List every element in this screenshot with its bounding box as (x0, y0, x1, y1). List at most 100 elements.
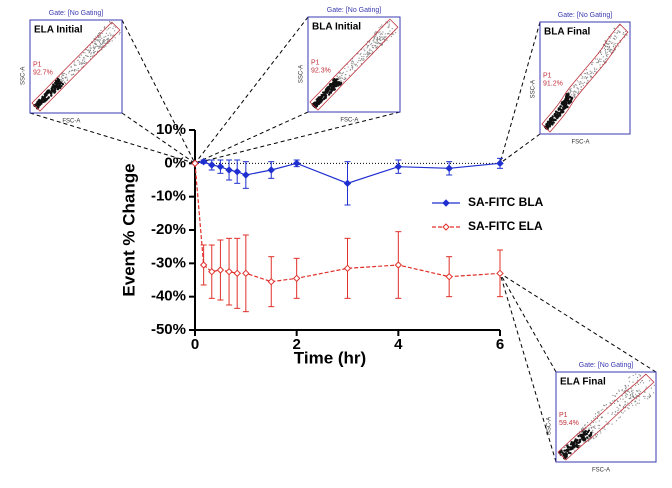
event-dot (573, 94, 575, 97)
event-dot (389, 30, 391, 32)
event-dot (566, 99, 570, 102)
event-dot (572, 445, 575, 449)
event-dot (546, 127, 549, 130)
event-dot (613, 399, 616, 401)
event-dot (594, 427, 596, 429)
event-dot (557, 115, 560, 118)
event-dot (582, 438, 585, 442)
event-dot (571, 90, 573, 92)
event-dot (596, 68, 598, 70)
event-dot (567, 102, 571, 105)
event-dot (339, 77, 341, 79)
event-dot (85, 49, 87, 51)
event-dot (381, 24, 383, 26)
event-dot (384, 37, 386, 39)
event-dot (634, 393, 637, 395)
event-dot (571, 94, 573, 96)
event-dot (548, 117, 552, 121)
event-dot (584, 429, 586, 431)
event-dot (614, 28, 616, 30)
event-dot (379, 36, 381, 38)
event-dot (577, 92, 579, 94)
event-dot (367, 53, 369, 55)
event-dot (370, 49, 372, 52)
event-dot (373, 41, 375, 43)
event-dot (594, 415, 597, 418)
event-dot (606, 55, 608, 58)
event-dot (592, 429, 594, 431)
event-dot (113, 34, 115, 36)
event-dot (630, 387, 632, 390)
event-dot (582, 433, 585, 437)
event-dot (629, 376, 631, 378)
event-dot (606, 57, 608, 60)
event-dot (602, 60, 605, 62)
event-dot (631, 392, 633, 394)
event-dot (584, 75, 586, 78)
event-dot (644, 395, 646, 397)
event-dot (102, 44, 104, 46)
event-dot (74, 64, 76, 67)
event-dot (105, 35, 107, 38)
inset-y-axis: SSC-A (299, 65, 305, 83)
event-dot (559, 450, 562, 454)
event-dot (99, 46, 101, 48)
legend-label: SA-FITC ELA (468, 219, 543, 233)
data-point (208, 161, 216, 169)
event-dot (376, 47, 378, 49)
inset-title: ELA Final (560, 377, 606, 388)
event-dot (611, 423, 613, 425)
event-dot (605, 54, 607, 56)
event-dot (101, 37, 103, 39)
event-dot (584, 72, 586, 75)
event-dot (109, 20, 111, 23)
event-dot (589, 70, 591, 72)
event-dot (390, 35, 392, 38)
event-dot (348, 74, 350, 76)
event-dot (336, 75, 339, 77)
connector-line (499, 133, 541, 164)
event-dot (114, 37, 116, 39)
event-dot (83, 62, 86, 65)
y-tick-label: -30% (151, 254, 186, 271)
event-dot (605, 404, 608, 406)
event-dot (107, 34, 109, 36)
event-dot (69, 70, 71, 72)
event-dot (344, 74, 347, 76)
event-dot (638, 396, 640, 398)
event-dot (582, 426, 584, 428)
event-dot (595, 421, 597, 423)
event-dot (102, 41, 105, 43)
event-dot (630, 402, 633, 405)
event-dot (86, 55, 88, 57)
event-dot (112, 35, 114, 37)
event-dot (632, 396, 635, 399)
event-dot (598, 411, 600, 413)
event-dot (574, 96, 576, 98)
event-dot (64, 82, 67, 84)
event-dot (624, 404, 626, 406)
event-dot (388, 26, 390, 28)
inset-population: P1 (543, 73, 552, 80)
event-dot (557, 108, 560, 111)
event-dot (352, 63, 354, 65)
event-dot (575, 445, 579, 448)
event-dot (373, 37, 375, 39)
event-dot (363, 48, 365, 50)
event-dot (608, 422, 610, 425)
event-dot (567, 91, 570, 93)
event-dot (606, 51, 608, 53)
event-dot (650, 387, 652, 389)
event-dot (589, 424, 592, 426)
event-dot (99, 34, 101, 36)
event-dot (635, 384, 637, 387)
event-dot (72, 73, 74, 76)
event-dot (338, 77, 340, 80)
event-dot (313, 101, 316, 105)
event-dot (351, 66, 353, 68)
event-dot (599, 64, 601, 66)
event-dot (586, 76, 589, 78)
event-dot (338, 77, 340, 79)
event-dot (583, 77, 585, 79)
